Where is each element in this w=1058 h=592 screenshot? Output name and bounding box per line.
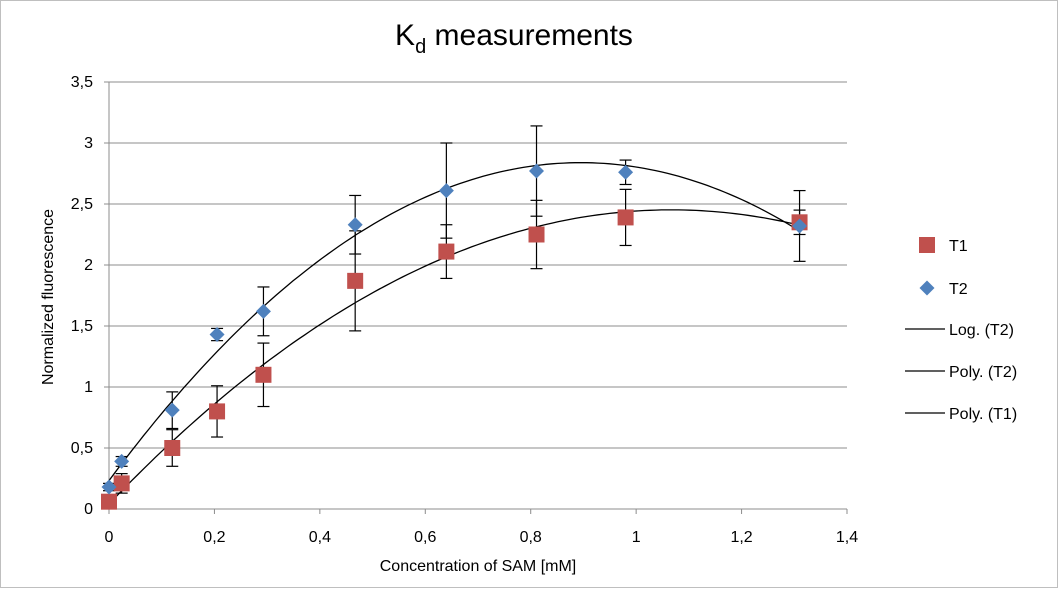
x-tick-label: 1	[632, 529, 641, 546]
trendline-poly-t2	[108, 161, 800, 481]
point-t1	[528, 226, 545, 243]
legend-marker-t1	[919, 237, 935, 253]
y-tick-label: 2	[84, 257, 93, 274]
point-t2	[101, 479, 117, 495]
legend-label-trendline: Poly. (T2)	[949, 364, 1017, 381]
point-t2	[792, 218, 808, 234]
axes: 0 0,5 1 1,5 2 2,5 3 3,5 0 0,2 0,4 0,6 0,8 1 1,2 1,4	[71, 74, 858, 546]
x-tick-label: 0	[105, 529, 114, 546]
x-tick-label: 0,4	[309, 529, 331, 546]
point-t1	[438, 243, 455, 260]
y-tick-label: 0,5	[71, 440, 93, 457]
point-t2	[164, 402, 180, 418]
data-points	[101, 163, 808, 510]
y-tick-label: 1,5	[71, 318, 93, 335]
point-t2	[438, 183, 454, 199]
legend-label-t1: T1	[949, 238, 968, 255]
legend-label-t2: T2	[949, 281, 968, 298]
point-t1	[209, 403, 226, 420]
x-tick-label: 1,4	[836, 529, 858, 546]
y-tick-label: 1	[84, 379, 93, 396]
legend-label-trendline: Poly. (T1)	[949, 406, 1017, 423]
legend-marker-t2	[919, 280, 935, 296]
point-t1	[101, 493, 117, 510]
point-t1	[113, 475, 130, 492]
point-t1	[347, 272, 364, 289]
point-t1	[164, 440, 181, 456]
x-axis-label: Concentration of SAM [mM]	[380, 558, 577, 575]
point-t1	[255, 366, 272, 383]
point-t2	[209, 327, 225, 343]
x-tick-label: 1,2	[730, 529, 752, 546]
x-tick-label: 0,2	[203, 529, 225, 546]
point-t2	[529, 163, 545, 179]
point-t2	[255, 303, 271, 319]
y-axis-label: Normalized fluorescence	[40, 209, 57, 385]
y-tick-label: 3	[84, 135, 93, 152]
legend: T1 T2 Log. (T2) Poly. (T2) Poly. (T1)	[905, 237, 1017, 423]
y-tick-label: 0	[84, 501, 93, 518]
x-tick-label: 0,8	[520, 529, 542, 546]
point-t2	[618, 164, 634, 180]
point-t1	[617, 209, 634, 226]
y-tick-label: 3,5	[71, 74, 93, 91]
x-tick-label: 0,6	[414, 529, 436, 546]
gridlines	[109, 81, 847, 449]
y-tick-label: 2,5	[71, 196, 93, 213]
chart-title: Kd measurements	[395, 19, 633, 58]
legend-label-trendline: Log. (T2)	[949, 322, 1014, 339]
point-t2	[114, 453, 130, 469]
point-t2	[347, 217, 363, 233]
